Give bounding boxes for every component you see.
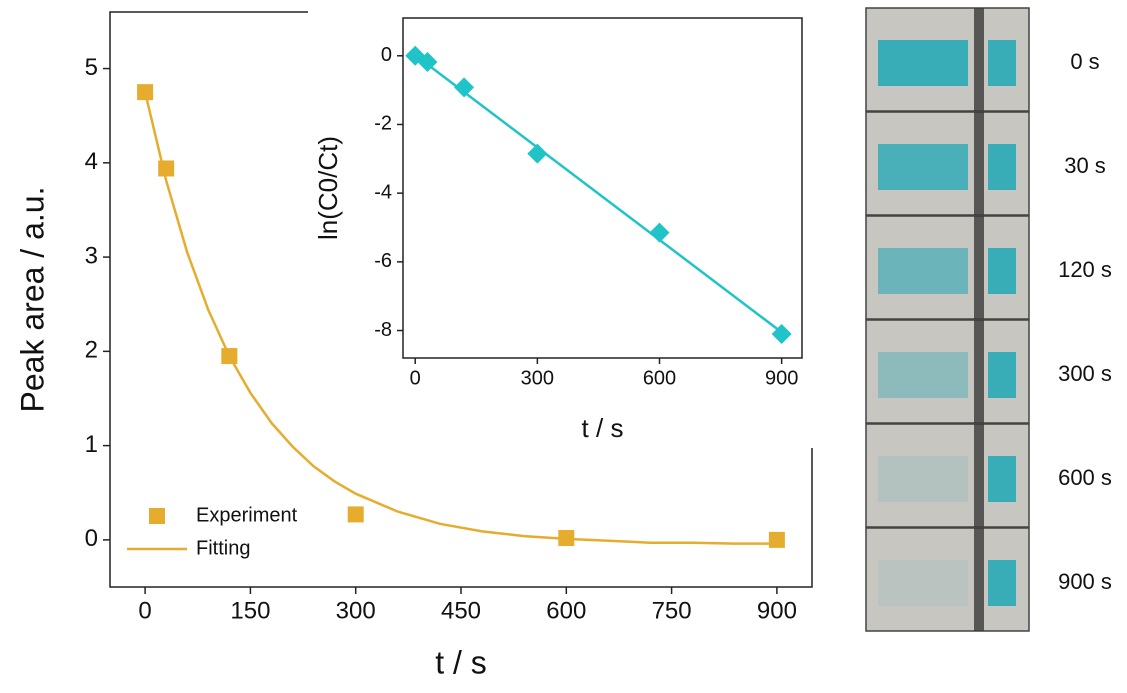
- legend-label: Fitting: [196, 537, 250, 559]
- cuvette-solution: [878, 352, 968, 398]
- photo-panel: 900 s: [865, 527, 1112, 632]
- y-tick-label: 1: [85, 431, 98, 458]
- y-axis-label: ln(C0/Ct): [313, 136, 343, 240]
- cuvette-solution: [878, 144, 968, 190]
- electrode: [974, 112, 984, 215]
- photo-label: 900 s: [1058, 569, 1112, 594]
- electrode: [974, 320, 984, 423]
- x-tick-label: 750: [652, 597, 692, 624]
- electrode: [974, 424, 984, 527]
- x-tick-label: 900: [757, 597, 797, 624]
- photo-label: 30 s: [1064, 153, 1106, 178]
- electrode-chamber: [988, 352, 1016, 398]
- y-tick-label: 4: [85, 148, 98, 175]
- electrode: [974, 216, 984, 319]
- y-axis-label: Peak area / a.u.: [14, 187, 50, 413]
- legend-label: Experiment: [196, 504, 298, 526]
- electrode-chamber: [988, 144, 1016, 190]
- data-point: [768, 531, 785, 548]
- x-tick-label: 450: [441, 597, 481, 624]
- x-tick-label: 600: [643, 367, 676, 389]
- x-tick-label: 600: [546, 597, 586, 624]
- photo-panel: 120 s: [865, 215, 1112, 320]
- electrode-chamber: [988, 40, 1016, 86]
- photo-panel: 0 s: [865, 7, 1100, 112]
- chart: 0 300 600 900 0 -2 -4 -6 -8 t / s ln(C0/Ct): [308, 8, 827, 448]
- data-point: [347, 506, 364, 523]
- electrode-chamber: [988, 248, 1016, 294]
- y-tick-label: 3: [85, 242, 98, 269]
- cuvette-solution: [878, 248, 968, 294]
- x-tick-label: 0: [138, 597, 151, 624]
- fit-line: [414, 54, 783, 334]
- photo-label: 120 s: [1058, 257, 1112, 282]
- electrode: [974, 528, 984, 631]
- y-tick-label: -8: [374, 319, 392, 341]
- electrode-chamber: [988, 456, 1016, 502]
- y-tick-label: -6: [374, 250, 392, 272]
- photo-panel: 30 s: [865, 111, 1106, 216]
- y-tick-label: 0: [381, 44, 392, 66]
- x-tick-label: 300: [521, 367, 554, 389]
- fit-line: [143, 91, 777, 545]
- electrode-chamber: [988, 560, 1016, 606]
- data-point: [527, 143, 548, 164]
- y-tick-label: 2: [85, 337, 98, 364]
- plot-frame: [402, 17, 803, 359]
- photo-label: 600 s: [1058, 465, 1112, 490]
- cuvette-solution: [878, 456, 968, 502]
- y-tick-label: 5: [85, 54, 98, 81]
- x-axis-label: t / s: [582, 413, 624, 443]
- photo-panel: 600 s: [865, 423, 1112, 528]
- data-point: [649, 222, 670, 243]
- x-tick-label: 150: [230, 597, 270, 624]
- electrode: [974, 8, 984, 111]
- data-point: [454, 77, 475, 98]
- y-tick-label: 0: [85, 525, 98, 552]
- x-tick-label: 900: [765, 367, 798, 389]
- photo-panel: 300 s: [865, 319, 1112, 424]
- chart: 0 150 300 450 600 750 900 0 1 2 3 4 5 t / s Peak area …: [14, 11, 813, 680]
- x-tick-label: 0: [410, 367, 421, 389]
- y-tick-label: -4: [374, 181, 392, 203]
- photo-label: 300 s: [1058, 361, 1112, 386]
- y-tick-label: -2: [374, 113, 392, 135]
- cuvette-solution: [878, 40, 968, 86]
- x-tick-label: 300: [336, 597, 376, 624]
- data-point: [158, 160, 175, 177]
- legend-marker: [149, 508, 165, 524]
- inset-background: [308, 8, 827, 448]
- photo-label: 0 s: [1070, 49, 1099, 74]
- cuvette-solution: [878, 560, 968, 606]
- x-axis-label: t / s: [435, 644, 487, 680]
